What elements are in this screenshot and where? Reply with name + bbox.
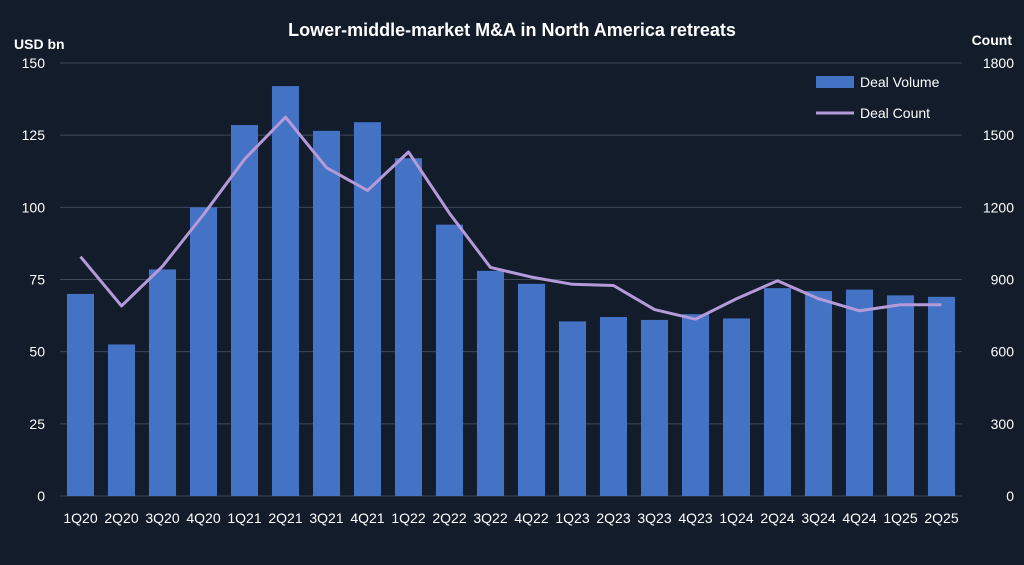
bar-series <box>67 86 955 496</box>
right-tick-label: 900 <box>991 272 1015 288</box>
bar-3q22 <box>477 271 504 496</box>
bar-4q21 <box>354 122 381 496</box>
left-tick-label: 125 <box>22 127 46 143</box>
x-tick-label: 3Q21 <box>309 510 343 526</box>
x-tick-label: 3Q24 <box>801 510 835 526</box>
x-tick-label: 3Q20 <box>145 510 179 526</box>
bar-4q20 <box>190 207 217 496</box>
x-tick-label: 1Q24 <box>719 510 753 526</box>
right-axis-label: Count <box>972 32 1013 48</box>
left-axis-ticks: 0 25 50 75 100 125 150 <box>22 55 46 504</box>
left-axis-label: USD bn <box>14 36 65 52</box>
x-tick-label: 4Q21 <box>350 510 384 526</box>
x-tick-label: 3Q23 <box>637 510 671 526</box>
bar-2q21 <box>272 86 299 496</box>
bar-1q25 <box>887 295 914 496</box>
x-tick-label: 1Q25 <box>883 510 917 526</box>
x-tick-label: 4Q23 <box>678 510 712 526</box>
x-tick-label: 1Q21 <box>227 510 261 526</box>
x-tick-label: 1Q23 <box>555 510 589 526</box>
left-tick-label: 100 <box>22 199 46 215</box>
right-tick-label: 0 <box>1006 488 1014 504</box>
left-tick-label: 75 <box>29 272 45 288</box>
right-tick-label: 600 <box>991 344 1015 360</box>
bar-1q24 <box>723 318 750 496</box>
bar-1q21 <box>231 125 258 496</box>
bar-3q24 <box>805 291 832 496</box>
x-tick-label: 1Q20 <box>63 510 97 526</box>
bar-3q20 <box>149 269 176 496</box>
left-tick-label: 150 <box>22 55 46 71</box>
bar-3q21 <box>313 131 340 496</box>
bar-3q23 <box>641 320 668 496</box>
bar-2q24 <box>764 288 791 496</box>
x-tick-label: 1Q22 <box>391 510 425 526</box>
x-tick-label: 4Q20 <box>186 510 220 526</box>
right-tick-label: 1200 <box>983 199 1014 215</box>
bar-2q20 <box>108 344 135 496</box>
x-tick-label: 2Q24 <box>760 510 794 526</box>
chart-title: Lower-middle-market M&A in North America… <box>288 20 736 40</box>
left-tick-label: 25 <box>29 416 45 432</box>
x-tick-label: 2Q21 <box>268 510 302 526</box>
bar-1q22 <box>395 158 422 496</box>
x-tick-label: 2Q25 <box>924 510 958 526</box>
bar-4q22 <box>518 284 545 496</box>
right-tick-label: 1800 <box>983 55 1014 71</box>
x-tick-label: 4Q22 <box>514 510 548 526</box>
left-tick-label: 0 <box>37 488 45 504</box>
x-tick-label: 2Q22 <box>432 510 466 526</box>
bar-4q24 <box>846 290 873 496</box>
x-tick-label: 2Q23 <box>596 510 630 526</box>
legend-label-deal-volume: Deal Volume <box>860 74 940 90</box>
legend-label-deal-count: Deal Count <box>860 105 930 121</box>
bar-1q20 <box>67 294 94 496</box>
right-tick-label: 1500 <box>983 127 1014 143</box>
right-axis-ticks: 0 300 600 900 1200 1500 1800 <box>983 55 1014 504</box>
x-axis-ticks: 1Q20 2Q20 3Q20 4Q20 1Q21 2Q21 3Q21 4Q21 1Q22 2Q22… <box>63 510 958 526</box>
x-tick-label: 3Q22 <box>473 510 507 526</box>
bar-2q23 <box>600 317 627 496</box>
bar-2q25 <box>928 297 955 496</box>
left-tick-label: 50 <box>29 344 45 360</box>
x-tick-label: 4Q24 <box>842 510 876 526</box>
bar-1q23 <box>559 321 586 496</box>
bar-4q23 <box>682 314 709 496</box>
legend-swatch-deal-volume <box>816 76 854 88</box>
x-tick-label: 2Q20 <box>104 510 138 526</box>
right-tick-label: 300 <box>991 416 1015 432</box>
bar-2q22 <box>436 225 463 496</box>
legend: Deal Volume Deal Count <box>816 74 940 121</box>
